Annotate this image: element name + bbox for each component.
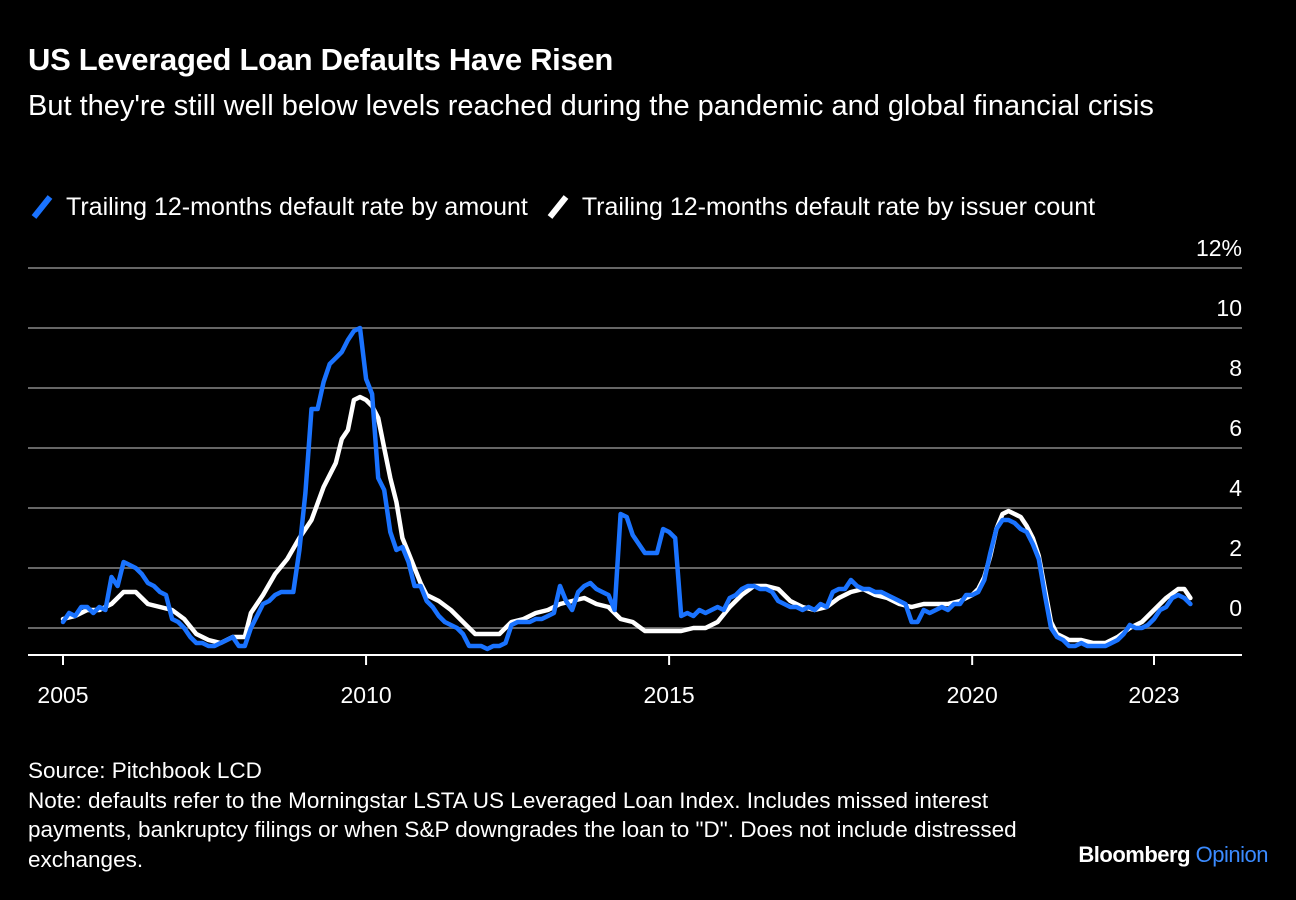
y-tick-label: 2 <box>1229 535 1242 561</box>
source-note: Source: Pitchbook LCD <box>28 758 262 783</box>
chart-title: US Leveraged Loan Defaults Have Risen <box>28 42 613 77</box>
y-tick-label: 4 <box>1229 475 1242 501</box>
legend: Trailing 12-months default rate by amoun… <box>28 190 1111 224</box>
y-tick-label: 12% <box>1196 235 1242 261</box>
legend-swatch-amount <box>31 195 53 219</box>
y-axis-labels: 0 2 4 6 8 10 12% <box>1196 235 1242 621</box>
brand-section: Opinion <box>1195 842 1269 867</box>
series-line-amount <box>60 325 1193 652</box>
y-tick-label: 0 <box>1229 595 1242 621</box>
series-lines <box>60 325 1193 652</box>
chart-subtitle: But they're still well below levels reac… <box>28 90 1154 122</box>
legend-item-amount: Trailing 12-months default rate by amoun… <box>28 192 528 222</box>
legend-label-amount: Trailing 12-months default rate by amoun… <box>66 192 528 221</box>
brand-logo: Bloomberg Opinion <box>1078 842 1268 868</box>
y-tick-label: 6 <box>1229 415 1242 441</box>
brand-name: Bloomberg <box>1078 842 1191 867</box>
footer: Source: Pitchbook LCD Note: defaults ref… <box>28 756 1038 874</box>
x-tick-label: 2010 <box>340 682 391 708</box>
x-tick-label: 2005 <box>37 682 88 708</box>
y-tick-label: 10 <box>1216 295 1242 321</box>
x-tick-label: 2015 <box>644 682 695 708</box>
legend-item-issuer-count: Trailing 12-months default rate by issue… <box>544 192 1095 222</box>
y-tick-label: 8 <box>1229 355 1242 381</box>
x-tick-label: 2023 <box>1128 682 1179 708</box>
legend-label-issuer-count: Trailing 12-months default rate by issue… <box>581 192 1096 221</box>
x-tick-label: 2020 <box>947 682 998 708</box>
series-line-issuer-count <box>60 394 1193 646</box>
grid-lines <box>28 267 1242 629</box>
methodology-note: Note: defaults refer to the Morningstar … <box>28 787 1017 872</box>
x-axis: 2005 2010 2015 2020 2023 <box>28 654 1242 708</box>
legend-swatch-issuer-count <box>547 195 569 219</box>
